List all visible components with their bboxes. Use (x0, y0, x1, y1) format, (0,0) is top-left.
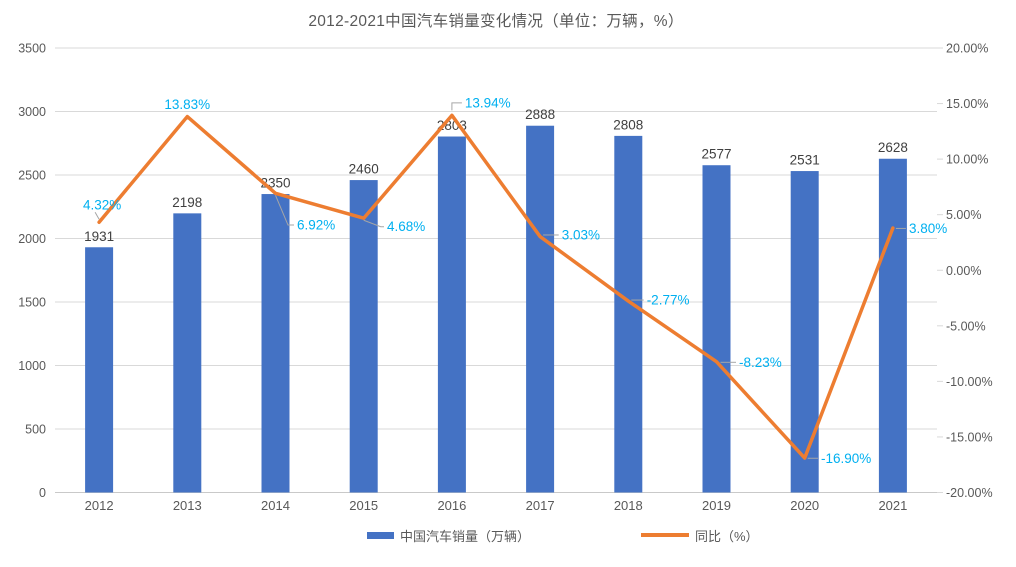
bar-value-label: 2198 (172, 195, 202, 210)
yoy-line (97, 113, 895, 460)
yoy-point-label: 6.92% (297, 218, 335, 233)
bar-series-swatch (367, 531, 394, 539)
bar-2019 (702, 165, 731, 493)
legend: 中国汽车销量（万辆） 同比（%） (0, 526, 1016, 546)
legend-item-yoy: 同比（%） (641, 526, 759, 544)
yoy-point-label: 13.94% (465, 95, 511, 110)
left-axis-tick-label: 3500 (18, 42, 46, 56)
bar-2015 (349, 180, 378, 493)
right-axis-tick-label: 20.00% (946, 42, 988, 56)
legend-label-yoy: 同比（%） (695, 528, 759, 544)
left-axis-tick-label: 2000 (18, 232, 46, 246)
right-axis-tick-label: -5.00% (946, 319, 986, 333)
right-axis-tick-label: -20.00% (946, 486, 993, 500)
yoy-point-label: -2.77% (647, 293, 690, 308)
bar-2020 (790, 171, 819, 493)
bar-2017 (526, 125, 555, 493)
left-axis-tick-label: 500 (25, 423, 46, 437)
right-axis-tick-label: 5.00% (946, 208, 981, 222)
right-axis-tick-label: 10.00% (946, 153, 988, 167)
bar-value-label: 2628 (878, 140, 908, 155)
label-leader-line (275, 195, 294, 226)
x-axis-label: 2014 (261, 498, 290, 513)
yoy-point-label: 4.32% (83, 198, 121, 213)
x-axis-label: 2020 (790, 498, 819, 513)
x-axis-label: 2017 (526, 498, 555, 513)
bar-value-label: 2531 (790, 153, 820, 168)
left-axis-tick-label: 0 (39, 486, 46, 500)
label-leader-line (451, 102, 462, 111)
right-axis-tick-label: -15.00% (946, 430, 993, 444)
left-axis-tick-label: 3000 (18, 105, 46, 119)
bar-2021 (878, 158, 907, 493)
bar-value-label: 2577 (701, 147, 731, 162)
yoy-point-label: 4.68% (387, 219, 425, 234)
yoy-point-label: 13.83% (164, 97, 210, 112)
bar-2012 (85, 247, 114, 493)
left-axis-tick-label: 2500 (18, 169, 46, 183)
line-series-swatch (641, 533, 689, 537)
x-axis-label: 2015 (349, 498, 378, 513)
bar-2016 (437, 136, 466, 493)
bar-value-label: 2808 (613, 117, 643, 132)
bar-value-label: 1931 (84, 229, 114, 244)
x-axis-label: 2021 (878, 498, 907, 513)
label-leader-line (94, 211, 100, 220)
yoy-point-label: -16.90% (821, 451, 871, 466)
right-axis-tick-label: 15.00% (946, 97, 988, 111)
x-axis-label: 2018 (614, 498, 643, 513)
chart-title: 2012-2021中国汽车销量变化情况（单位：万辆，%） (308, 13, 684, 30)
bar-2018 (614, 135, 643, 493)
yoy-point-label: 3.03% (562, 227, 600, 242)
x-axis-label: 2016 (437, 498, 466, 513)
yoy-point-label: -8.23% (739, 355, 782, 370)
legend-item-sales: 中国汽车销量（万辆） (367, 526, 530, 544)
x-axis-label: 2012 (85, 498, 114, 513)
legend-label-sales: 中国汽车销量（万辆） (400, 528, 531, 544)
yoy-point-label: 3.80% (909, 221, 947, 236)
bar-value-label: 2888 (525, 107, 555, 122)
bar-2014 (261, 194, 290, 493)
x-axis-label: 2019 (702, 498, 731, 513)
label-leader-line (363, 219, 384, 228)
bar-2013 (173, 213, 202, 493)
left-axis-tick-label: 1000 (18, 359, 46, 373)
left-axis-tick-label: 1500 (18, 296, 46, 310)
right-axis-tick-label: -10.00% (946, 375, 993, 389)
bar-value-label: 2460 (349, 162, 379, 177)
right-axis-tick-label: 0.00% (946, 264, 981, 278)
x-axis-label: 2013 (173, 498, 202, 513)
